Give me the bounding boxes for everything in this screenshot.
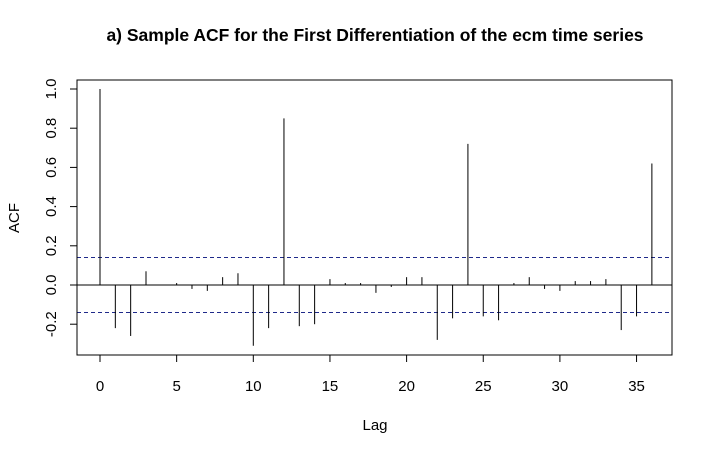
confidence-bounds — [77, 257, 672, 313]
x-tick-label: 20 — [398, 378, 415, 395]
y-tick-label: 0.6 — [43, 157, 60, 178]
y-tick-label: 0.4 — [43, 196, 60, 217]
y-tick-label: -0.2 — [43, 311, 60, 337]
y-tick-label: 0.0 — [43, 275, 60, 296]
x-axis: 0 5 10 15 20 25 30 35 — [96, 354, 645, 395]
y-tick-label: 0.2 — [43, 235, 60, 256]
y-tick-label: 0.8 — [43, 118, 60, 139]
y-tick-label: 1.0 — [43, 79, 60, 100]
x-tick-label: 25 — [475, 378, 492, 395]
x-tick-label: 35 — [628, 378, 645, 395]
x-tick-label: 30 — [552, 378, 569, 395]
x-tick-label: 15 — [322, 378, 339, 395]
y-axis: -0.2 0.0 0.2 0.4 0.6 0.8 1.0 — [43, 79, 78, 337]
x-tick-label: 0 — [96, 378, 104, 395]
x-axis-label: Lag — [362, 417, 387, 434]
acf-bars — [99, 89, 653, 346]
x-tick-label: 5 — [172, 378, 180, 395]
y-axis-label: ACF — [6, 203, 23, 233]
plot-frame — [76, 79, 673, 356]
x-tick-label: 10 — [245, 378, 262, 395]
chart-title: a) Sample ACF for the First Differentiat… — [106, 25, 643, 45]
